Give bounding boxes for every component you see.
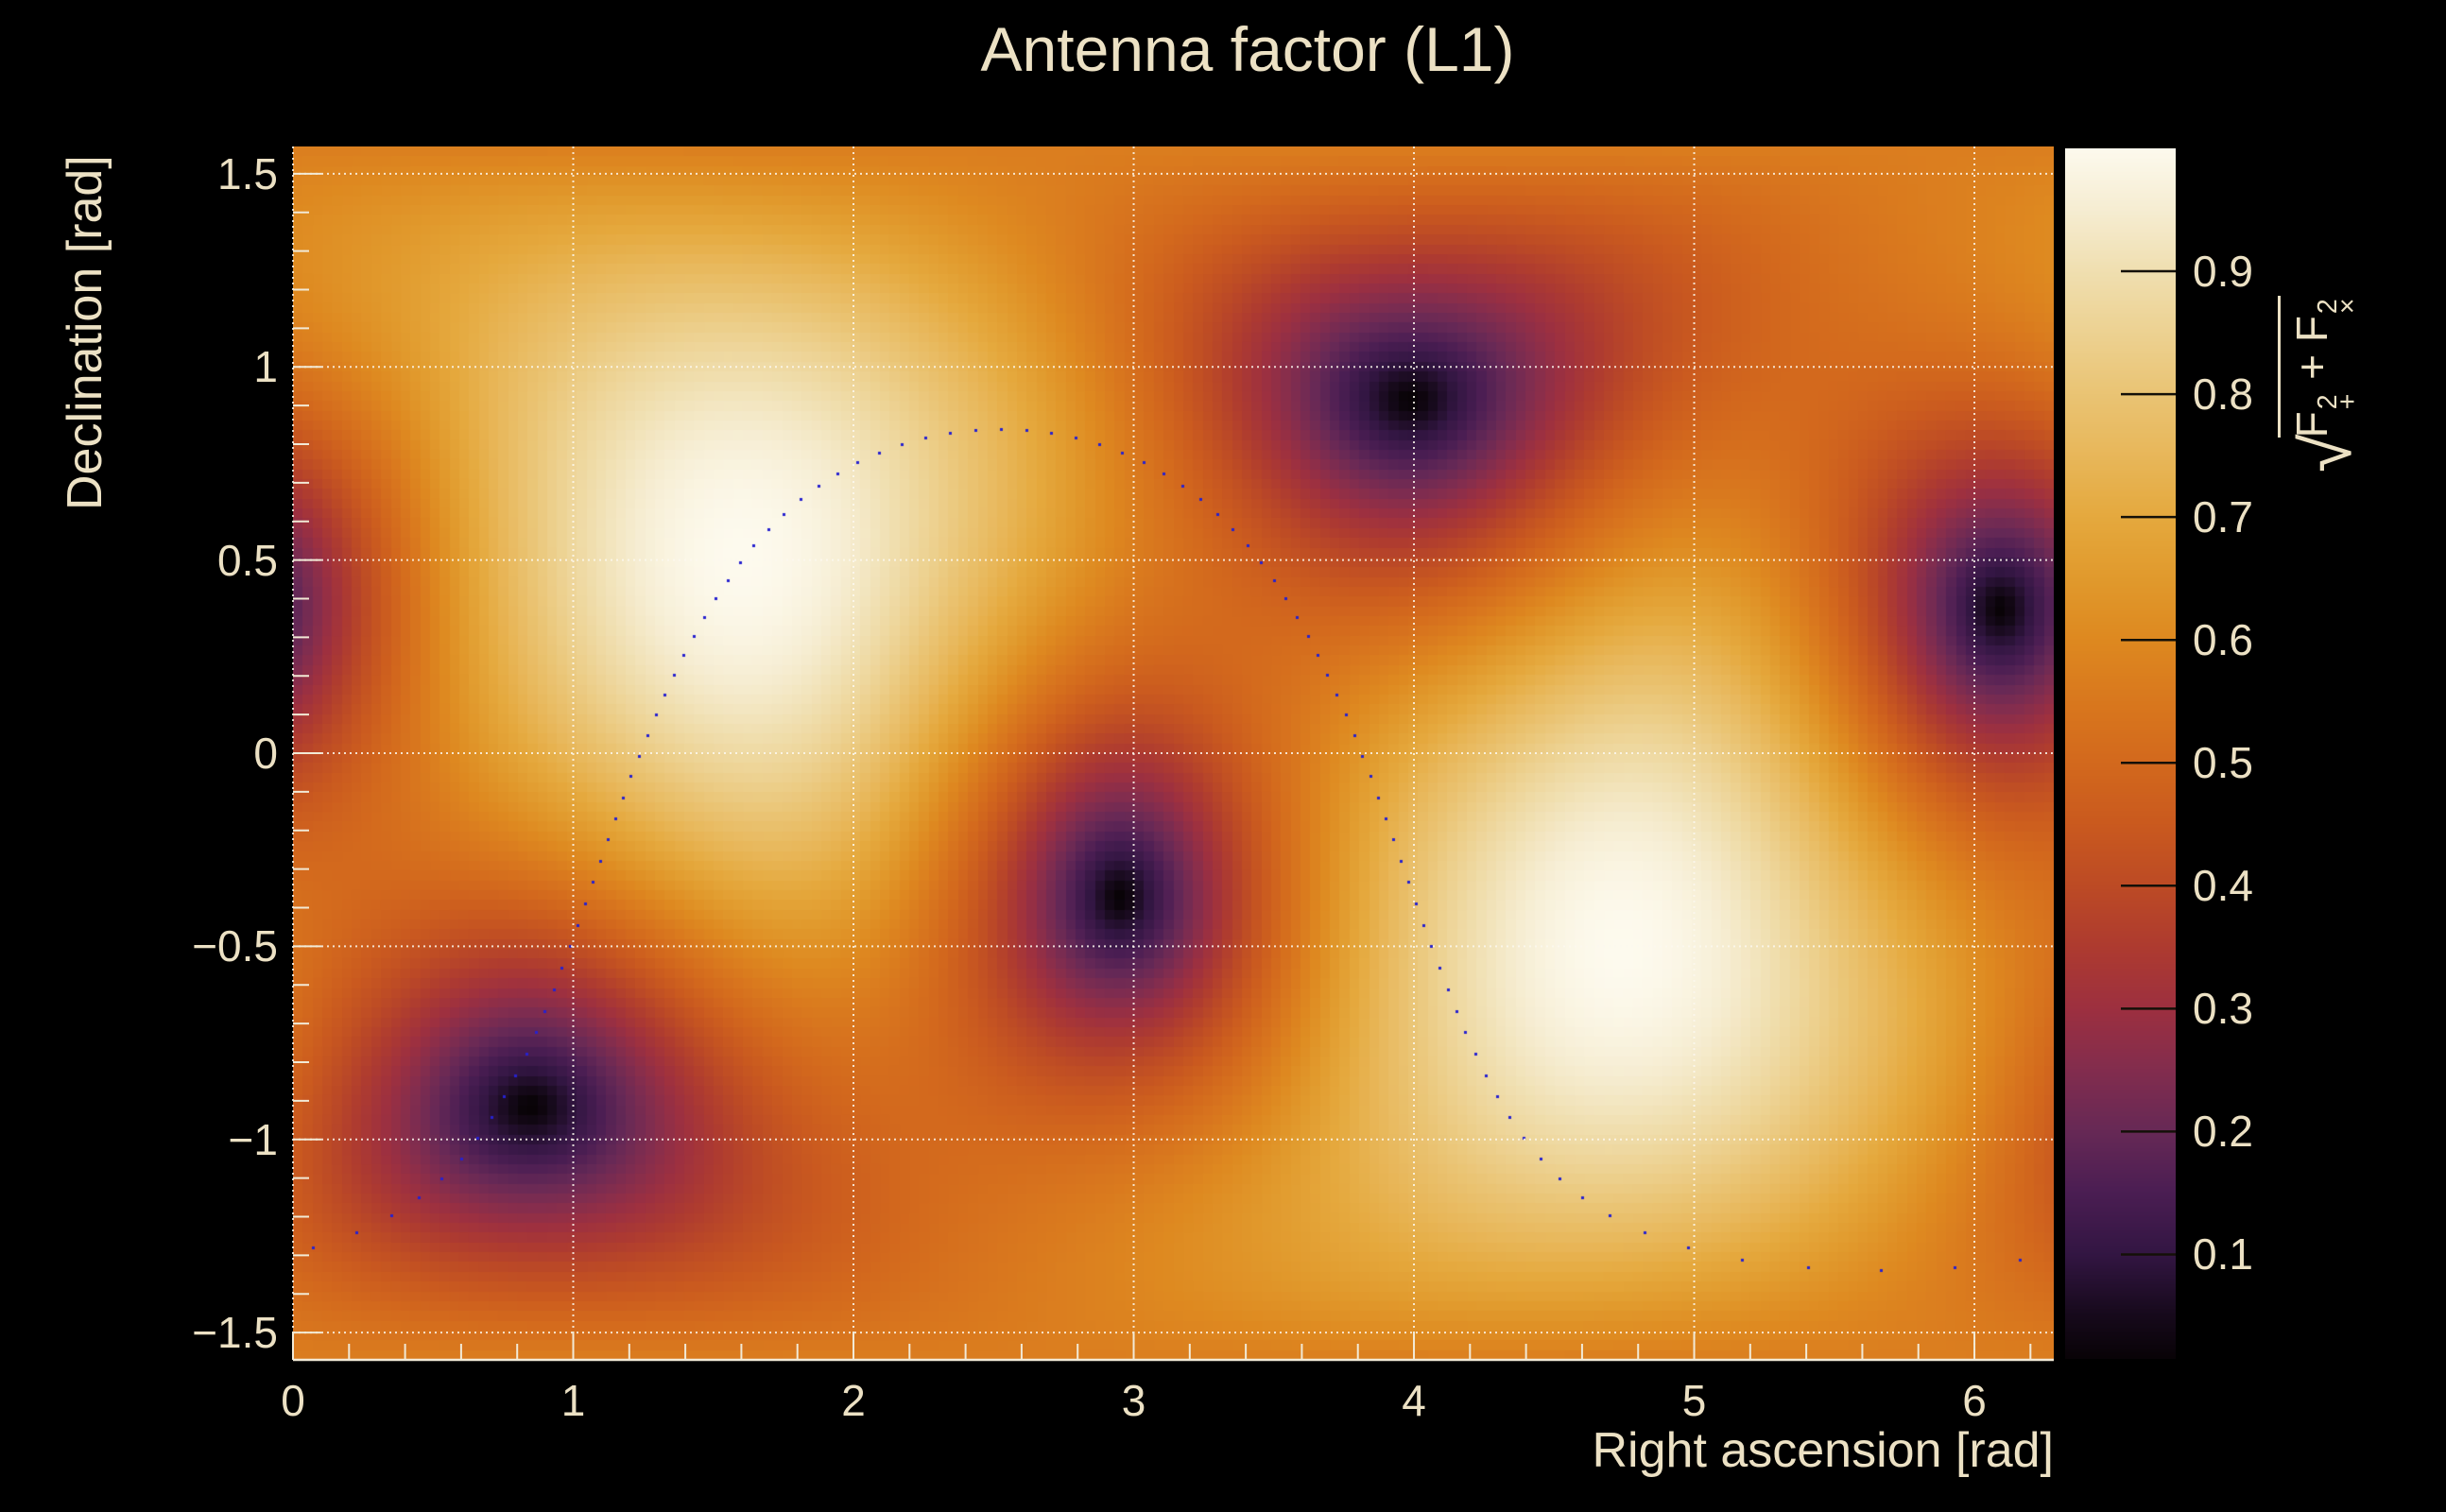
y-axis-title: Declination [rad] (58, 155, 112, 510)
y-tick-label: −0.5 (192, 921, 278, 971)
y-tick-label: 1.5 (217, 148, 278, 198)
f-plus-scripts: 2 + (2313, 393, 2364, 410)
colorbar-tick-label: 0.9 (2193, 247, 2253, 297)
colorbar-tick-label: 0.2 (2193, 1107, 2253, 1157)
f-plus-sub: + (2333, 393, 2364, 410)
x-tick-label: 1 (560, 1376, 586, 1425)
x-tick-label: 6 (1962, 1376, 1987, 1425)
colorbar-tick-label: 0.4 (2193, 861, 2253, 911)
y-tick-label: 1 (253, 342, 278, 392)
y-axis-title-box: Declination [rad] (57, 146, 123, 524)
colorbar-title: √ F 2 + + F 2 × (2278, 142, 2367, 472)
colorbar-tick-label: 0.6 (2193, 615, 2253, 665)
x-tick-label: 3 (1121, 1376, 1146, 1425)
colorbar-tick-label: 0.1 (2193, 1229, 2253, 1280)
y-tick-label: −1 (228, 1114, 278, 1164)
f-cross-scripts: 2 × (2313, 298, 2364, 315)
colorbar-gradient (2065, 148, 2176, 1359)
x-axis-title: Right ascension [rad] (1592, 1423, 2055, 1478)
x-tick-label: 5 (1681, 1376, 1707, 1425)
colorbar-tick-label: 0.8 (2193, 369, 2253, 420)
colorbar-tick-label: 0.3 (2193, 984, 2253, 1034)
formula-under-radical: F 2 + + F 2 × (2278, 296, 2364, 438)
f-cross-sub: × (2333, 298, 2364, 315)
chart-title: Antenna factor (L1) (980, 14, 1515, 84)
colorbar-tick-label: 0.5 (2193, 738, 2253, 788)
x-tick-label: 2 (841, 1376, 866, 1425)
y-tick-label: 0 (253, 729, 278, 778)
y-tick-label: −1.5 (192, 1308, 278, 1358)
x-tick-label: 0 (281, 1376, 305, 1425)
colorbar-title-box: √ F 2 + + F 2 × (2272, 142, 2376, 501)
x-tick-label: 4 (1402, 1376, 1426, 1425)
f-cross-base: F (2287, 316, 2336, 343)
colorbar-tick-label: 0.7 (2193, 492, 2253, 542)
y-tick-label: 0.5 (217, 535, 278, 585)
sqrt-radical-glyph: √ (2287, 434, 2367, 472)
f-plus-base: F (2287, 411, 2336, 438)
plus-operator: + (2287, 353, 2336, 380)
